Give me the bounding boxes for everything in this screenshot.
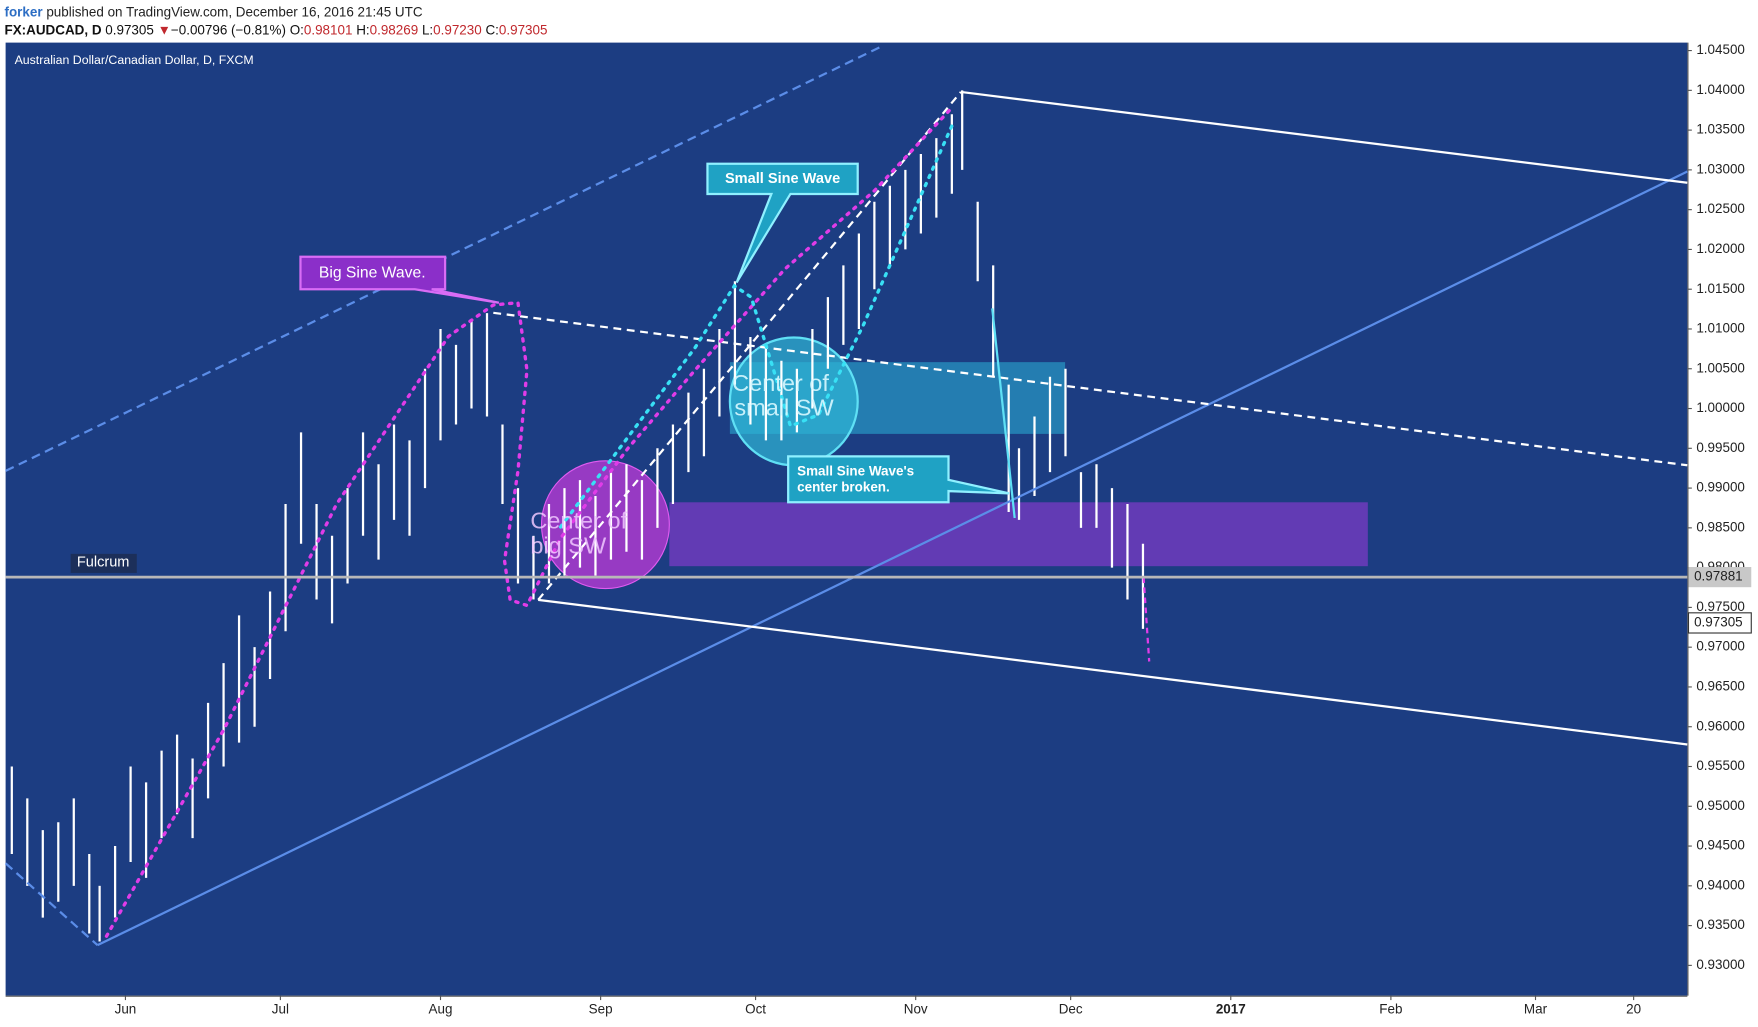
small-wave-callout bbox=[706, 162, 859, 284]
upper-line bbox=[960, 90, 1688, 184]
header-line-2: FX:AUDCAD, D 0.97305 ▼−0.00796 (−0.81%) … bbox=[4, 22, 547, 37]
lower-line bbox=[538, 598, 1688, 746]
y-tick-label: 0.94500 bbox=[1696, 838, 1745, 853]
broken-label-2: center broken. bbox=[797, 479, 890, 494]
fulcrum-price: 0.97881 bbox=[1694, 569, 1743, 584]
y-tick-label: 1.00500 bbox=[1696, 360, 1745, 375]
center-small-2: small SW bbox=[734, 394, 834, 420]
y-tick-label: 0.99500 bbox=[1696, 440, 1745, 455]
x-tick-label: Jun bbox=[115, 1002, 137, 1017]
o-label: O: bbox=[290, 22, 304, 37]
projection bbox=[1142, 577, 1151, 662]
center-small-1: Center of bbox=[732, 370, 829, 396]
h-label: H: bbox=[356, 22, 369, 37]
x-tick-label: Sep bbox=[589, 1002, 613, 1017]
y-tick-label: 0.96000 bbox=[1696, 718, 1745, 733]
y-tick-label: 1.02500 bbox=[1696, 201, 1745, 216]
arrow: ▼ bbox=[158, 22, 171, 37]
break-line bbox=[991, 308, 1016, 519]
x-tick-label: Nov bbox=[904, 1002, 928, 1017]
big-sine-wave bbox=[104, 104, 955, 938]
y-tick-label: 0.95500 bbox=[1696, 758, 1745, 773]
center-big-2: big SW bbox=[530, 532, 607, 558]
big-wave-label: Big Sine Wave. bbox=[319, 265, 426, 282]
y-tick-label: 1.04500 bbox=[1696, 42, 1745, 57]
last-price: 0.97305 bbox=[1694, 614, 1743, 629]
l-label: L: bbox=[422, 22, 433, 37]
broken-callout bbox=[787, 455, 1010, 504]
y-tick-label: 1.01500 bbox=[1696, 281, 1745, 296]
y-tick-label: 0.93500 bbox=[1696, 917, 1745, 932]
user[interactable]: forker bbox=[4, 4, 43, 19]
fulcrum-label-bg bbox=[70, 553, 137, 573]
x-tick-label: Dec bbox=[1059, 1002, 1083, 1017]
fulcrum-label: Fulcrum bbox=[77, 555, 130, 571]
y-tick-label: 0.93000 bbox=[1696, 957, 1745, 972]
fulcrum-price-bg bbox=[1688, 567, 1752, 588]
price: 0.97305 bbox=[105, 22, 154, 37]
x-tick-label: Mar bbox=[1524, 1002, 1548, 1017]
y-tick-label: 0.98500 bbox=[1696, 519, 1745, 534]
c-label: C: bbox=[485, 22, 498, 37]
midline-dashed bbox=[493, 311, 1688, 467]
y-tick-label: 1.00000 bbox=[1696, 400, 1745, 415]
y-tick-label: 0.97000 bbox=[1696, 639, 1745, 654]
y-tick-label: 0.96500 bbox=[1696, 679, 1745, 694]
chart-title: Australian Dollar/Canadian Dollar, D, FX… bbox=[15, 53, 254, 67]
rise-dashed bbox=[537, 91, 962, 601]
symbol: FX:AUDCAD, D bbox=[4, 22, 101, 37]
published: published on TradingView.com, December 1… bbox=[46, 4, 423, 19]
dashed-leg bbox=[4, 862, 99, 946]
h: 0.98269 bbox=[370, 22, 419, 37]
x-tick-label: 20 bbox=[1626, 1002, 1641, 1017]
l: 0.97230 bbox=[433, 22, 482, 37]
x-tick-label: Oct bbox=[745, 1002, 766, 1017]
x-tick-label: Jul bbox=[272, 1002, 289, 1017]
trend-line bbox=[97, 170, 1688, 947]
header-line-1: forker published on TradingView.com, Dec… bbox=[4, 4, 422, 19]
y-tick-label: 1.02000 bbox=[1696, 241, 1745, 256]
y-tick-label: 1.03500 bbox=[1696, 122, 1745, 137]
y-tick-label: 0.95000 bbox=[1696, 798, 1745, 813]
small-sine-wave bbox=[558, 121, 955, 529]
c: 0.97305 bbox=[499, 22, 548, 37]
small-wave-label: Small Sine Wave bbox=[725, 171, 840, 187]
x-tick-label: Feb bbox=[1379, 1002, 1402, 1017]
y-tick-label: 1.03000 bbox=[1696, 161, 1745, 176]
y-tick-label: 0.94000 bbox=[1696, 877, 1745, 892]
change: −0.00796 (−0.81%) bbox=[171, 22, 286, 37]
big-wave-callout bbox=[299, 255, 500, 304]
center-big-1: Center of bbox=[530, 508, 627, 534]
x-tick-label: Aug bbox=[429, 1002, 453, 1017]
broken-label-1: Small Sine Wave's bbox=[797, 464, 914, 479]
last-price-bg bbox=[1687, 612, 1752, 634]
y-tick-label: 0.97500 bbox=[1696, 599, 1745, 614]
callouts: Big Sine Wave. Small Sine Wave Small Sin… bbox=[299, 162, 1010, 558]
y-tick-label: 1.01000 bbox=[1696, 321, 1745, 336]
y-tick-label: 0.99000 bbox=[1696, 480, 1745, 495]
x-tick-label: 2017 bbox=[1216, 1002, 1246, 1017]
o: 0.98101 bbox=[304, 22, 353, 37]
y-tick-label: 1.04000 bbox=[1696, 82, 1745, 97]
